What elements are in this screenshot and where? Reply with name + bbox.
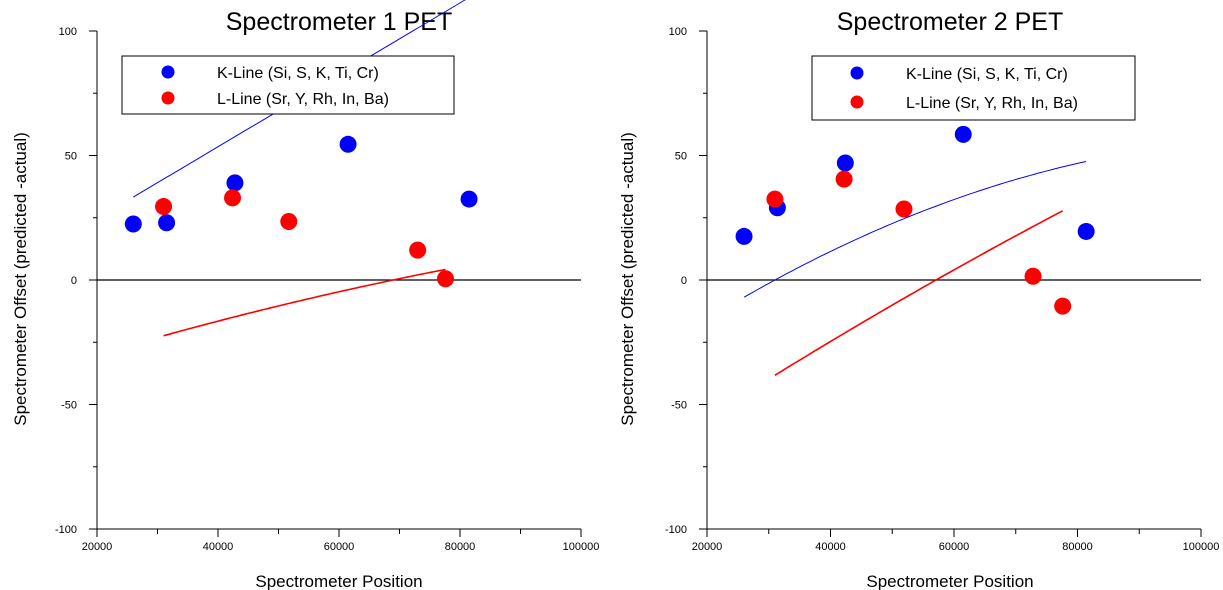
data-point-l-line (1054, 297, 1072, 315)
data-point-k-line (158, 214, 176, 232)
data-point-k-line (339, 135, 357, 153)
x-axis-label: Spectrometer Position (255, 572, 422, 590)
data-point-k-line (836, 154, 854, 172)
x-tick-label: 40000 (815, 541, 846, 553)
fit-curves (133, 0, 466, 337)
axes: -100 -50 0 50 100 20000 40000 60000 80000 100000 (665, 26, 1219, 553)
legend-label-k-line: K-Line (Si, S, K, Ti, Cr) (906, 66, 1068, 83)
legend-label-l-line: L-Line (Sr, Y, Rh, In, Ba) (906, 95, 1078, 112)
legend-marker-k-line (850, 66, 864, 80)
y-tick-label: -50 (61, 400, 77, 412)
x-tick-label: 20000 (692, 541, 723, 553)
chart-panel-1: Spectrometer 1 PET Spectrometer Offset (… (11, 0, 599, 590)
x-axis-label: Spectrometer Position (866, 572, 1033, 590)
fit-curve-k-line (743, 161, 1087, 298)
fit-curve-l-line (774, 210, 1064, 376)
data-point-l-line (409, 241, 427, 259)
y-axis-label: Spectrometer Offset (predicted -actual) (11, 132, 30, 426)
x-tick-label: 20000 (82, 541, 113, 553)
data-point-l-line (436, 270, 454, 288)
x-tick-label: 100000 (563, 541, 600, 553)
y-axis-label: Spectrometer Offset (predicted -actual) (618, 132, 637, 426)
legend-marker-k-line (161, 65, 175, 79)
y-tick-label: 0 (71, 275, 77, 287)
x-tick-label: 60000 (324, 541, 355, 553)
data-points (124, 135, 478, 288)
chart-2: Spectrometer 2 PET Spectrometer Offset (… (618, 8, 1219, 590)
x-tick-label: 80000 (1062, 541, 1093, 553)
y-tick-label: 50 (675, 151, 687, 163)
x-tick-label: 100000 (1183, 541, 1220, 553)
y-tick-label: 0 (681, 275, 687, 287)
data-point-l-line (895, 200, 913, 218)
data-point-k-line (954, 125, 972, 143)
fit-curve-l-line (163, 268, 446, 337)
chart-panel-2: Spectrometer 2 PET Spectrometer Offset (… (612, 0, 1223, 590)
legend: K-Line (Si, S, K, Ti, Cr) L-Line (Sr, Y,… (121, 55, 455, 115)
data-point-l-line (1024, 267, 1042, 285)
chart-title: Spectrometer 2 PET (837, 8, 1063, 36)
data-point-l-line (766, 190, 784, 208)
legend-label-k-line: K-Line (Si, S, K, Ti, Cr) (217, 65, 379, 82)
data-point-k-line (460, 190, 478, 208)
data-point-l-line (155, 198, 173, 216)
data-point-k-line (1077, 222, 1095, 240)
legend-marker-l-line (161, 91, 175, 105)
x-tick-label: 80000 (445, 541, 476, 553)
legend-box (121, 55, 455, 115)
axes: -100 -50 0 50 100 20000 40000 60000 80000 100000 (55, 26, 599, 553)
data-point-l-line (280, 212, 298, 230)
data-points (735, 125, 1095, 315)
chart-title: Spectrometer 1 PET (226, 8, 452, 36)
chart-1: Spectrometer 1 PET Spectrometer Offset (… (11, 0, 599, 590)
y-tick-label: 100 (669, 26, 687, 38)
y-tick-label: 50 (65, 151, 77, 163)
data-point-l-line (835, 170, 853, 188)
data-point-k-line (735, 227, 753, 245)
x-tick-label: 60000 (939, 541, 970, 553)
data-point-k-line (226, 174, 244, 192)
legend-label-l-line: L-Line (Sr, Y, Rh, In, Ba) (217, 91, 389, 108)
legend: K-Line (Si, S, K, Ti, Cr) L-Line (Sr, Y,… (811, 55, 1136, 121)
legend-box (811, 55, 1136, 121)
legend-marker-l-line (850, 95, 864, 109)
y-tick-label: -100 (55, 524, 77, 536)
y-tick-label: -50 (671, 400, 687, 412)
x-tick-label: 40000 (203, 541, 234, 553)
y-tick-label: -100 (665, 524, 687, 536)
data-point-k-line (124, 215, 142, 233)
fit-curves (743, 161, 1087, 376)
y-tick-label: 100 (59, 26, 77, 38)
data-point-l-line (224, 189, 242, 207)
